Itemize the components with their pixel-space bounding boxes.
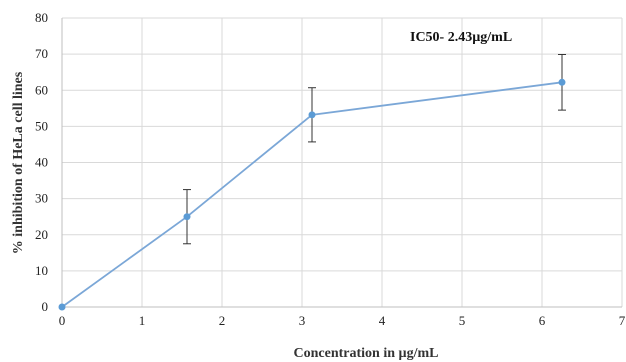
x-axis-ticks: 0 1 2 3 4 5 6 7 — [59, 313, 626, 328]
x-axis-title: Concentration in µg/mL — [294, 346, 439, 361]
y-tick-label: 60 — [35, 82, 48, 97]
data-point — [308, 111, 316, 119]
ic50-annotation: IC50- 2.43µg/mL — [410, 30, 512, 45]
x-tick-label: 1 — [139, 313, 146, 328]
grid-lines — [62, 17, 623, 307]
x-tick-label: 4 — [379, 313, 386, 328]
data-point — [558, 78, 566, 86]
x-tick-label: 0 — [59, 313, 66, 328]
data-point — [58, 303, 66, 311]
y-tick-label: 80 — [35, 10, 48, 25]
y-axis-ticks: 0 10 20 30 40 50 60 70 80 — [35, 10, 48, 314]
y-tick-label: 0 — [42, 299, 49, 314]
y-tick-label: 30 — [35, 191, 48, 206]
x-tick-label: 3 — [299, 313, 306, 328]
y-tick-label: 50 — [35, 118, 48, 133]
y-tick-label: 10 — [35, 263, 48, 278]
x-tick-label: 5 — [459, 313, 466, 328]
series-line — [61, 81, 563, 308]
data-point — [183, 213, 191, 221]
y-tick-label: 20 — [35, 227, 48, 242]
x-tick-label: 2 — [219, 313, 226, 328]
plot-frame — [61, 18, 622, 308]
x-tick-label: 7 — [619, 313, 626, 328]
y-tick-label: 40 — [35, 155, 48, 170]
y-tick-label: 70 — [35, 46, 48, 61]
x-tick-label: 6 — [539, 313, 546, 328]
series-group — [58, 53, 566, 311]
y-axis-title: % inhibition of HeLa cell lines — [11, 71, 26, 254]
